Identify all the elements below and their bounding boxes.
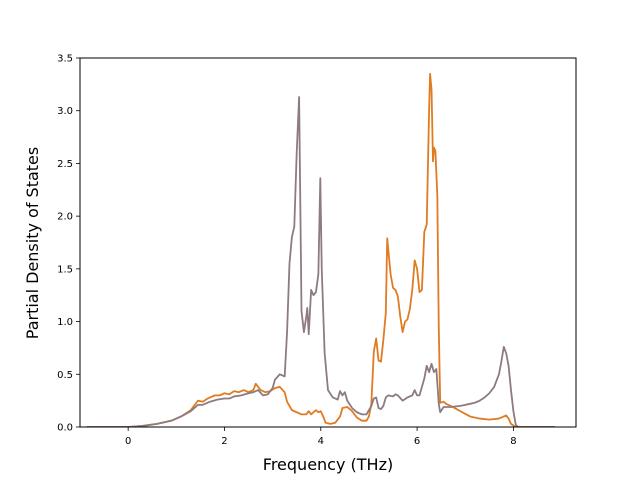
y-tick-label: 0.5: [57, 370, 73, 381]
y-tick-label: 3.5: [57, 54, 73, 65]
y-tick-label: 2.5: [57, 159, 73, 170]
x-tick-label: 8: [510, 436, 516, 447]
plot-frame: [79, 57, 577, 428]
y-axis-ticks: 0.0 0.5 1.0 1.5 2.0 2.5 3.0 3.5: [57, 54, 80, 434]
x-tick-label: 4: [318, 436, 324, 447]
series-group: [86, 72, 556, 427]
y-tick-label: 1.5: [57, 264, 73, 275]
x-tick-label: 6: [414, 436, 420, 447]
series-line-1: [86, 72, 556, 427]
y-axis-label: Partial Density of States: [23, 147, 42, 339]
y-tick-label: 3.0: [57, 106, 73, 117]
y-tick-label: 0.0: [57, 423, 73, 434]
x-tick-label: 0: [125, 436, 131, 447]
x-axis-ticks: 0 2 4 6 8: [125, 427, 517, 447]
x-axis-label: Frequency (THz): [263, 455, 393, 474]
series-line-2: [86, 96, 556, 427]
y-tick-label: 1.0: [57, 317, 73, 328]
plot-area: [79, 57, 577, 428]
x-tick-label: 2: [221, 436, 227, 447]
y-tick-label: 2.0: [57, 212, 73, 223]
